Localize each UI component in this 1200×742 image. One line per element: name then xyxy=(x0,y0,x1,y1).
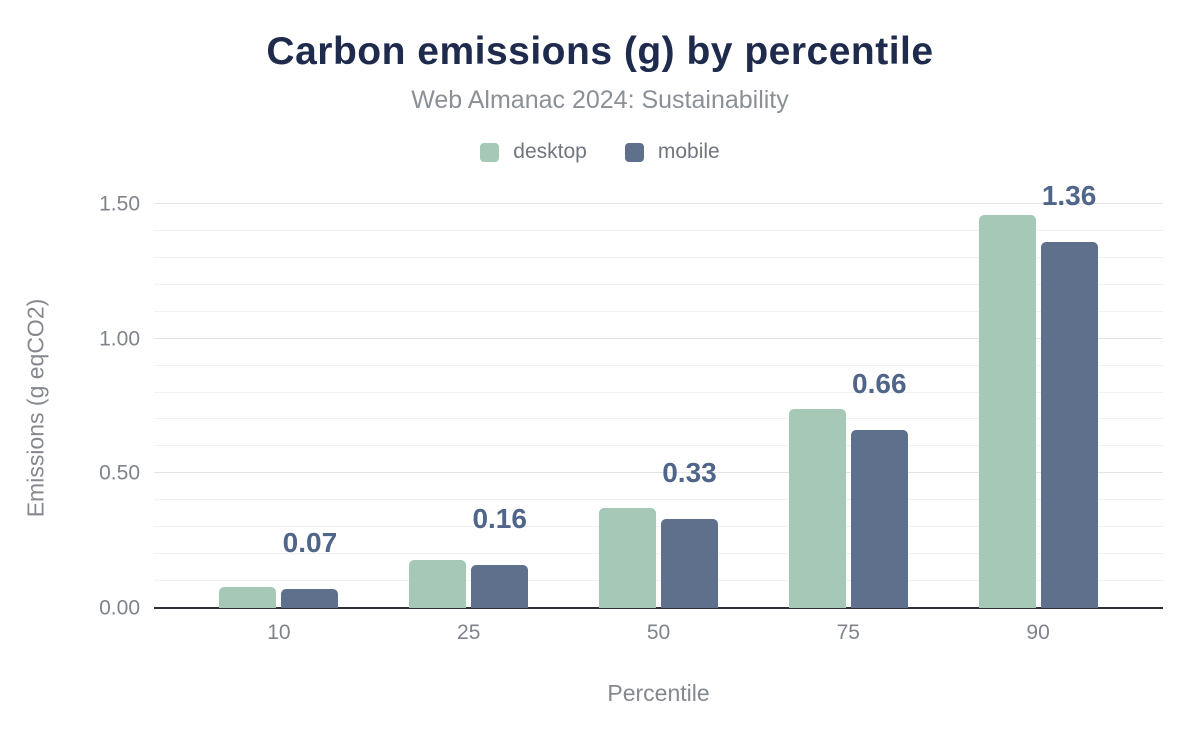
value-label-p90: 1.36 xyxy=(1041,179,1097,211)
major-gridline-0.50 xyxy=(154,472,1163,474)
y-tick-1.00: 1.00 xyxy=(99,327,140,351)
minor-gridline-0.30 xyxy=(154,526,1163,528)
y-tick-1.50: 1.50 xyxy=(99,192,140,216)
plot-area: 0.07 0.16 0.33 0.66 1.36 10 25 50 75 90 Percenti… xyxy=(99,181,1163,706)
chart-subtitle: Web Almanac 2024: Sustainability xyxy=(411,86,789,114)
x-tick-75: 75 xyxy=(836,621,860,644)
legend: desktop mobile xyxy=(0,140,1200,164)
bar-mobile-p10[interactable] xyxy=(281,589,339,608)
bar-group-25: 0.16 xyxy=(374,192,564,608)
minor-gridline-1.30 xyxy=(154,256,1163,258)
bar-mobile-p25[interactable] xyxy=(471,564,529,608)
bar-groups: 0.07 0.16 0.33 0.66 1.36 xyxy=(154,181,1163,608)
x-tick-25: 25 xyxy=(457,621,481,644)
minor-gridline-0.20 xyxy=(154,553,1163,555)
bar-desktop-p75[interactable] xyxy=(788,408,846,608)
bar-desktop-p10[interactable] xyxy=(219,586,277,608)
legend-label-mobile: mobile xyxy=(657,140,720,163)
minor-gridline-0.90 xyxy=(154,364,1163,366)
legend-item-mobile[interactable]: mobile xyxy=(624,140,720,164)
chart-title: Carbon emissions (g) by percentile xyxy=(266,30,934,73)
bar-group-75: 0.66 xyxy=(753,192,943,608)
bar-desktop-p90[interactable] xyxy=(978,214,1036,608)
x-tick-labels: 10 25 50 75 90 xyxy=(154,621,1163,645)
y-axis-title: Emissions (g eqCO2) xyxy=(22,298,49,518)
bar-group-10: 0.07 xyxy=(184,192,374,608)
bar-desktop-p50[interactable] xyxy=(598,508,656,608)
bar-desktop-p25[interactable] xyxy=(409,559,467,608)
bar-mobile-p75[interactable] xyxy=(850,430,908,608)
x-axis-title: Percentile xyxy=(607,680,710,706)
value-label-p10: 0.07 xyxy=(282,527,338,559)
minor-gridline-0.10 xyxy=(154,580,1163,582)
minor-gridline-1.10 xyxy=(154,310,1163,312)
minor-gridline-0.60 xyxy=(154,445,1163,447)
value-label-p25: 0.16 xyxy=(472,502,527,534)
minor-gridline-0.70 xyxy=(154,418,1163,420)
x-tick-90: 90 xyxy=(1026,621,1050,644)
major-gridline-1.50 xyxy=(154,203,1163,204)
y-tick-0.00: 0.00 xyxy=(99,596,140,620)
bar-mobile-p90[interactable] xyxy=(1040,241,1098,608)
value-label-p75: 0.66 xyxy=(852,368,907,400)
value-label-p50: 0.33 xyxy=(662,457,717,489)
x-tick-10: 10 xyxy=(267,621,291,644)
minor-gridline-0.40 xyxy=(154,499,1163,501)
legend-label-desktop: desktop xyxy=(513,140,587,163)
bar-mobile-p50[interactable] xyxy=(660,519,718,608)
bar-group-50: 0.33 xyxy=(564,192,754,608)
x-axis-line xyxy=(154,606,1163,609)
minor-gridline-1.40 xyxy=(154,229,1163,231)
desktop-swatch-icon xyxy=(480,142,500,162)
minor-gridline-1.20 xyxy=(154,283,1163,285)
legend-item-desktop[interactable]: desktop xyxy=(480,140,587,164)
minor-gridline-0.80 xyxy=(154,391,1163,393)
y-tick-0.50: 0.50 xyxy=(99,461,140,485)
bar-group-90: 1.36 xyxy=(943,181,1133,608)
major-gridline-1.00 xyxy=(154,337,1163,339)
x-tick-50: 50 xyxy=(646,621,671,644)
mobile-swatch-icon xyxy=(624,142,644,162)
